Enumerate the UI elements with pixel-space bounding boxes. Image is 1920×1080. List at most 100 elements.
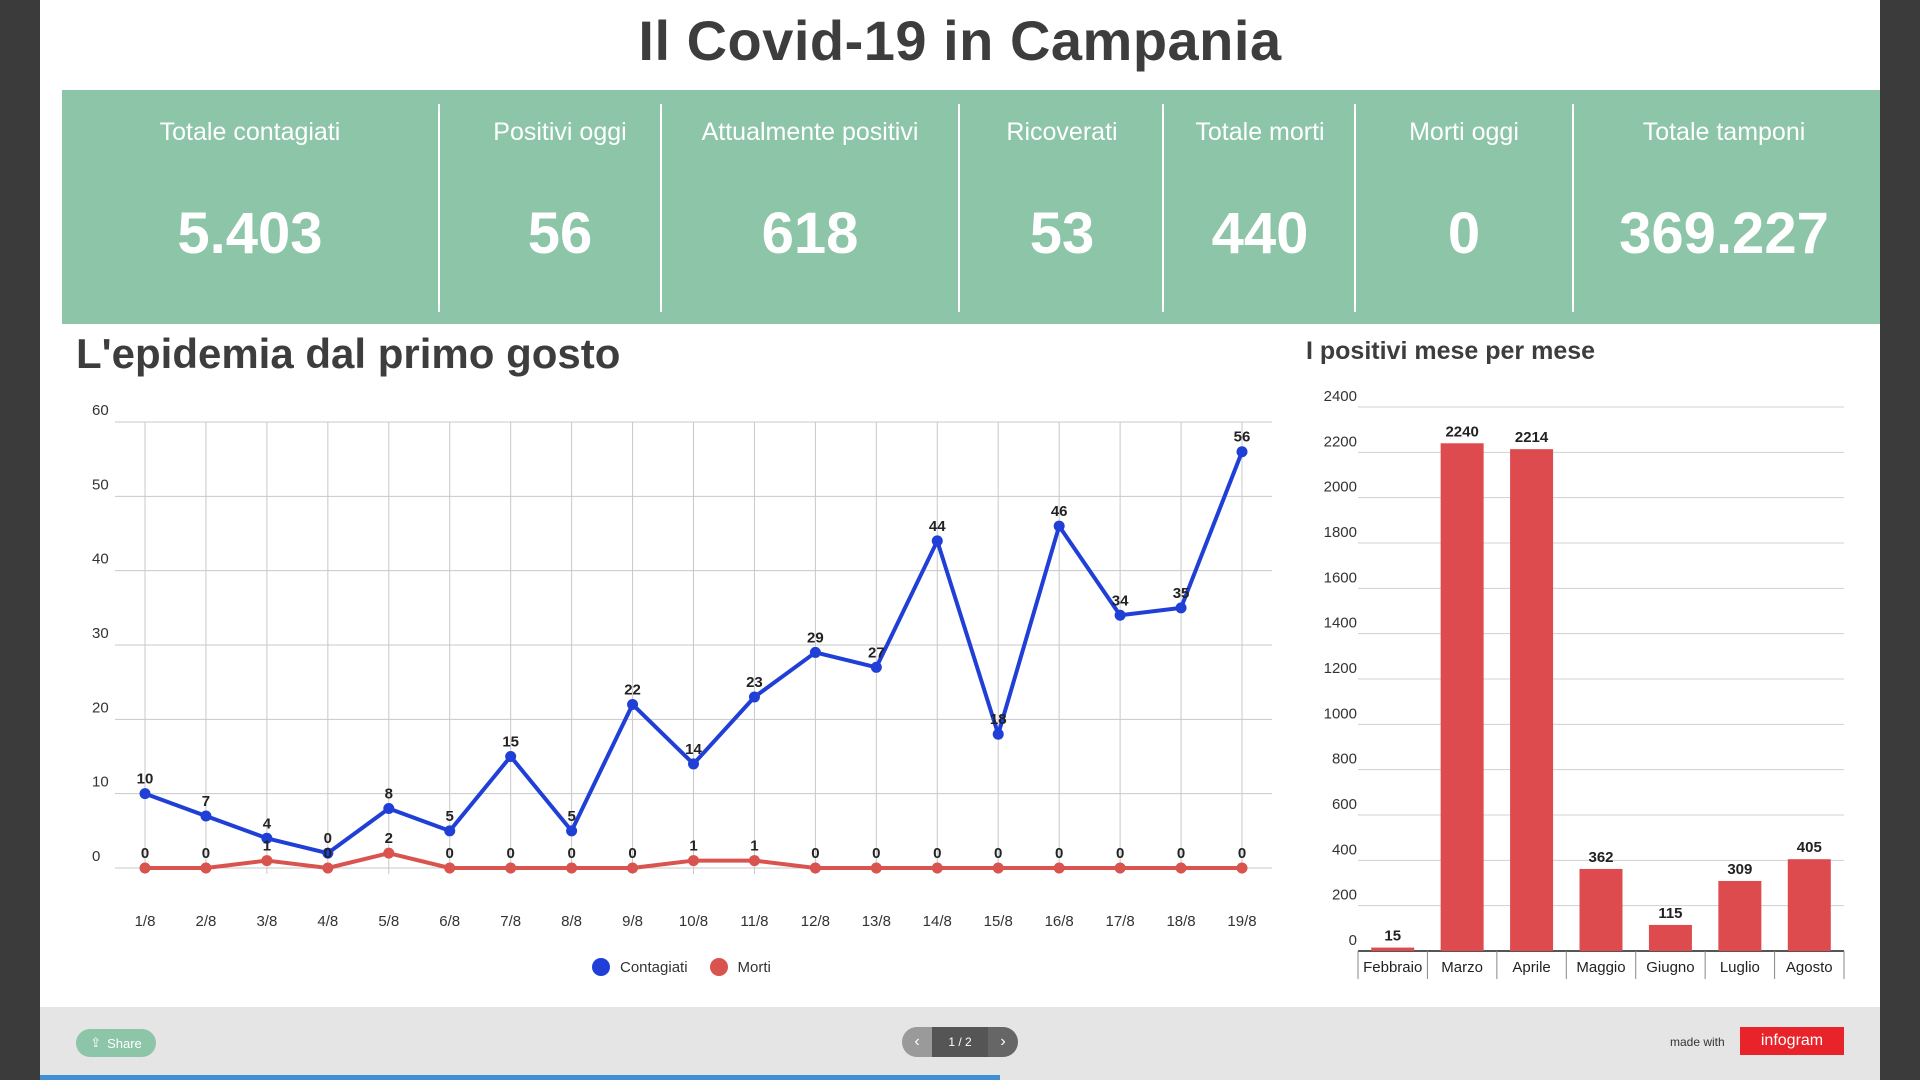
bar-agosto <box>1787 859 1831 951</box>
data-label-morti: 0 <box>811 845 819 862</box>
x-tick-label: 8/8 <box>561 913 582 930</box>
bar-aprile <box>1510 449 1554 951</box>
stat-label: Totale morti <box>1195 118 1325 146</box>
data-label-contagiati: 8 <box>385 786 393 803</box>
data-label-morti: 0 <box>141 845 149 862</box>
data-point-contagiati <box>505 751 517 762</box>
data-label-morti: 0 <box>933 845 941 862</box>
stat-totale-contagiati: Totale contagiati 5.403 <box>62 90 438 324</box>
chevron-left-icon: ‹ <box>914 1033 920 1050</box>
bar-value-label: 15 <box>1384 928 1401 945</box>
y-tick-label: 40 <box>92 551 109 568</box>
share-icon: ⇪ <box>90 1035 102 1050</box>
y-tick-label: 800 <box>1332 751 1357 768</box>
data-label-morti: 0 <box>446 845 454 862</box>
progress-bar <box>40 1075 1000 1080</box>
data-label-morti: 1 <box>750 838 758 855</box>
data-point-contagiati <box>809 646 821 658</box>
data-point-contagiati <box>261 832 273 844</box>
stat-label: Attualmente positivi <box>701 118 919 146</box>
y-tick-label: 200 <box>1332 887 1357 904</box>
stat-value: 618 <box>761 201 859 266</box>
bar-value-label: 115 <box>1658 905 1682 922</box>
y-tick-label: 0 <box>1349 932 1357 949</box>
x-tick-label: 16/8 <box>1045 913 1074 930</box>
data-label-contagiati: 56 <box>1234 429 1251 446</box>
data-point-contagiati <box>322 847 334 859</box>
y-tick-label: 400 <box>1332 841 1357 858</box>
data-point-contagiati <box>627 698 639 710</box>
right-frame <box>1880 0 1920 1080</box>
x-tick-label: Giugno <box>1646 959 1694 976</box>
data-label-morti: 2 <box>385 830 393 847</box>
stat-value: 5.403 <box>177 201 323 266</box>
chevron-right-icon: › <box>1000 1033 1006 1050</box>
data-point-morti <box>809 862 821 874</box>
data-label-contagiati: 5 <box>567 808 575 825</box>
data-point-morti <box>383 847 395 859</box>
y-tick-label: 1600 <box>1324 569 1357 586</box>
data-label-contagiati: 15 <box>502 734 519 751</box>
stat-divider <box>660 104 662 312</box>
data-point-contagiati <box>444 825 456 837</box>
x-tick-label: 5/8 <box>378 913 399 930</box>
stat-label: Morti oggi <box>1409 118 1519 146</box>
prev-page-button[interactable]: ‹ <box>902 1027 932 1057</box>
stat-morti-oggi: Morti oggi 0 <box>1356 90 1572 324</box>
data-point-morti <box>505 862 517 874</box>
data-label-contagiati: 34 <box>1112 592 1129 609</box>
stat-divider <box>958 104 960 312</box>
y-tick-label: 1800 <box>1324 524 1357 541</box>
y-tick-label: 600 <box>1332 796 1357 813</box>
x-tick-label: Febbraio <box>1363 959 1422 976</box>
share-label: Share <box>107 1035 142 1051</box>
stat-divider <box>1354 104 1356 312</box>
x-tick-label: 6/8 <box>439 913 460 930</box>
bar-value-label: 2214 <box>1515 429 1549 446</box>
data-point-morti <box>931 862 943 874</box>
data-label-morti: 0 <box>202 845 210 862</box>
x-tick-label: 13/8 <box>862 913 891 930</box>
y-tick-label: 50 <box>92 476 109 493</box>
data-label-morti: 1 <box>689 838 697 855</box>
legend-label: Morti <box>737 958 771 976</box>
x-tick-label: 1/8 <box>135 913 156 930</box>
data-label-contagiati: 46 <box>1051 503 1068 520</box>
data-label-contagiati: 22 <box>624 681 641 698</box>
x-tick-label: 7/8 <box>500 913 521 930</box>
data-point-morti <box>261 855 273 867</box>
stat-totale-tamponi: Totale tamponi 369.227 <box>1574 90 1874 324</box>
stat-divider <box>1572 104 1574 312</box>
x-tick-label: Agosto <box>1786 959 1833 976</box>
data-point-morti <box>139 862 151 874</box>
data-point-contagiati <box>1175 602 1187 614</box>
legend-item-morti[interactable]: Morti <box>709 958 771 976</box>
infogram-logo[interactable]: infogram <box>1740 1027 1844 1055</box>
data-point-contagiati <box>931 535 943 547</box>
bar-marzo <box>1440 443 1484 951</box>
x-tick-label: 11/8 <box>740 913 768 930</box>
infographic-canvas: Il Covid-19 in Campania Totale contagiat… <box>40 0 1880 1080</box>
legend-item-contagiati[interactable]: Contagiati <box>592 958 688 976</box>
data-label-morti: 0 <box>1177 845 1185 862</box>
y-tick-label: 1200 <box>1324 660 1357 677</box>
data-point-morti <box>1175 862 1187 874</box>
data-point-contagiati <box>383 803 395 815</box>
share-button[interactable]: ⇪ Share <box>76 1029 156 1057</box>
stat-value: 56 <box>527 201 593 266</box>
x-tick-label: 18/8 <box>1166 913 1195 930</box>
data-label-morti: 0 <box>567 845 575 862</box>
data-point-morti <box>1053 862 1065 874</box>
data-point-contagiati <box>1114 609 1126 621</box>
y-tick-label: 1000 <box>1324 705 1357 722</box>
data-label-contagiati: 44 <box>929 518 946 535</box>
data-point-contagiati <box>1236 446 1248 458</box>
x-tick-label: Luglio <box>1720 959 1760 976</box>
data-label-contagiati: 7 <box>202 793 210 810</box>
x-tick-label: Marzo <box>1441 959 1483 976</box>
data-point-contagiati <box>688 758 699 770</box>
y-tick-label: 60 <box>92 402 109 419</box>
stat-divider <box>1162 104 1164 312</box>
next-page-button[interactable]: › <box>988 1027 1018 1057</box>
data-label-morti: 0 <box>994 845 1002 862</box>
